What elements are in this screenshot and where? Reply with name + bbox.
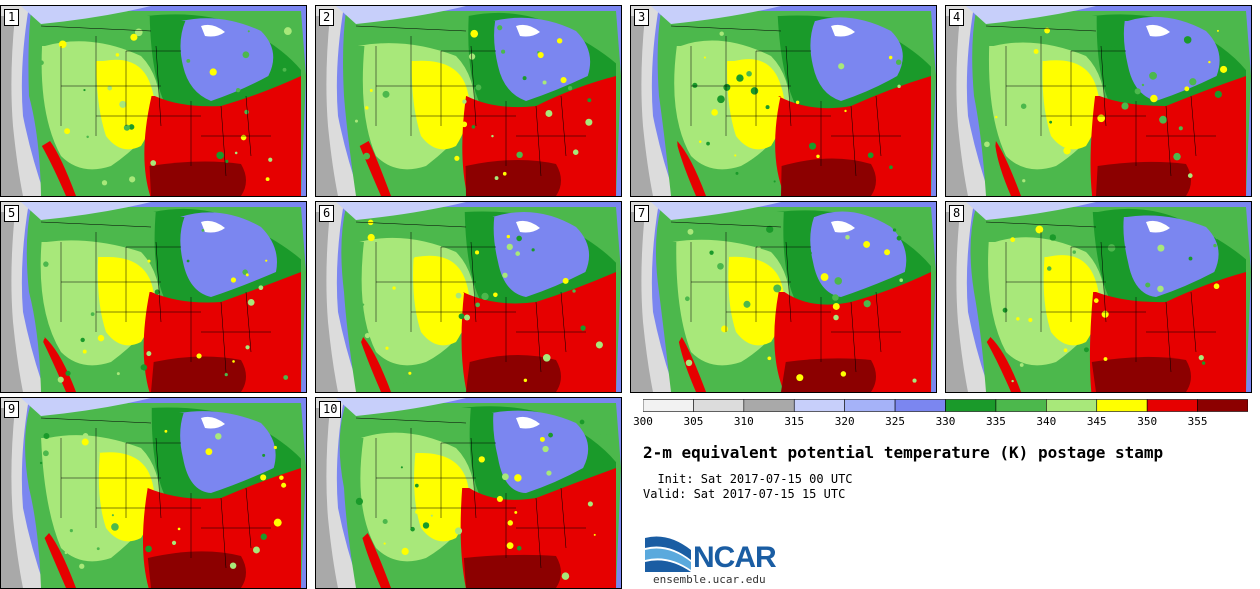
weather-map [316, 202, 621, 392]
panel-label: 4 [949, 9, 965, 26]
map-panel-2: 2 [315, 5, 622, 197]
weather-map [631, 6, 936, 196]
map-panel-1: 1 [0, 5, 307, 197]
map-panel-7: 7 [630, 201, 937, 393]
colorbar-swatch [793, 399, 845, 412]
colorbar-tick-label: 330 [935, 415, 956, 428]
init-time: Init: Sat 2017-07-15 00 UTC [643, 472, 853, 486]
colorbar-swatch [995, 399, 1047, 412]
panel-label: 5 [4, 205, 20, 222]
weather-map [631, 202, 936, 392]
map-panel-4: 4 [945, 5, 1252, 197]
colorbar-tick-label: 320 [834, 415, 855, 428]
colorbar-swatch [894, 399, 946, 412]
weather-map [1, 202, 306, 392]
map-panel-8: 8 [945, 201, 1252, 393]
colorbar-tick-label: 305 [683, 415, 704, 428]
colorbar-tick-label: 355 [1187, 415, 1208, 428]
weather-map [316, 398, 621, 588]
colorbar-swatch [1046, 399, 1098, 412]
weather-map [946, 6, 1251, 196]
weather-map [316, 6, 621, 196]
map-panel-10: 10 [315, 397, 622, 589]
panel-label: 3 [634, 9, 650, 26]
colorbar-tick-label: 350 [1137, 415, 1158, 428]
colorbar-swatch [643, 399, 694, 412]
panel-label: 7 [634, 205, 650, 222]
weather-map [1, 398, 306, 588]
colorbar-tick-label: 310 [733, 415, 754, 428]
colorbar-swatch [1146, 399, 1198, 412]
weather-map [1, 6, 306, 196]
colorbar-swatch [693, 399, 745, 412]
panel-label: 1 [4, 9, 20, 26]
panel-label: 8 [949, 205, 965, 222]
colorbar-swatch [844, 399, 896, 412]
panel-label: 2 [319, 9, 335, 26]
panel-label: 10 [319, 401, 342, 418]
colorbar-tick-label: 340 [1036, 415, 1057, 428]
figure-title: 2-m equivalent potential temperature (K)… [643, 443, 1164, 462]
site-url: ensemble.ucar.edu [653, 573, 766, 586]
valid-time: Valid: Sat 2017-07-15 15 UTC [643, 487, 846, 501]
weather-map [946, 202, 1251, 392]
map-panel-9: 9 [0, 397, 307, 589]
panel-label: 9 [4, 401, 20, 418]
colorbar-tick-label: 300 [633, 415, 653, 428]
colorbar [643, 399, 1248, 412]
colorbar-tick-label: 325 [885, 415, 906, 428]
colorbar-swatch [1197, 399, 1248, 412]
logo-text: NCAR [693, 541, 777, 574]
ncar-logo-icon [645, 536, 691, 572]
map-panel-3: 3 [630, 5, 937, 197]
panel-label: 6 [319, 205, 335, 222]
map-panel-6: 6 [315, 201, 622, 393]
colorbar-tick-label: 345 [1086, 415, 1107, 428]
colorbar-swatch [945, 399, 997, 412]
colorbar-swatch [1096, 399, 1148, 412]
colorbar-tick-label: 315 [784, 415, 805, 428]
map-panel-5: 5 [0, 201, 307, 393]
colorbar-swatch [743, 399, 795, 412]
colorbar-tick-label: 335 [985, 415, 1006, 428]
